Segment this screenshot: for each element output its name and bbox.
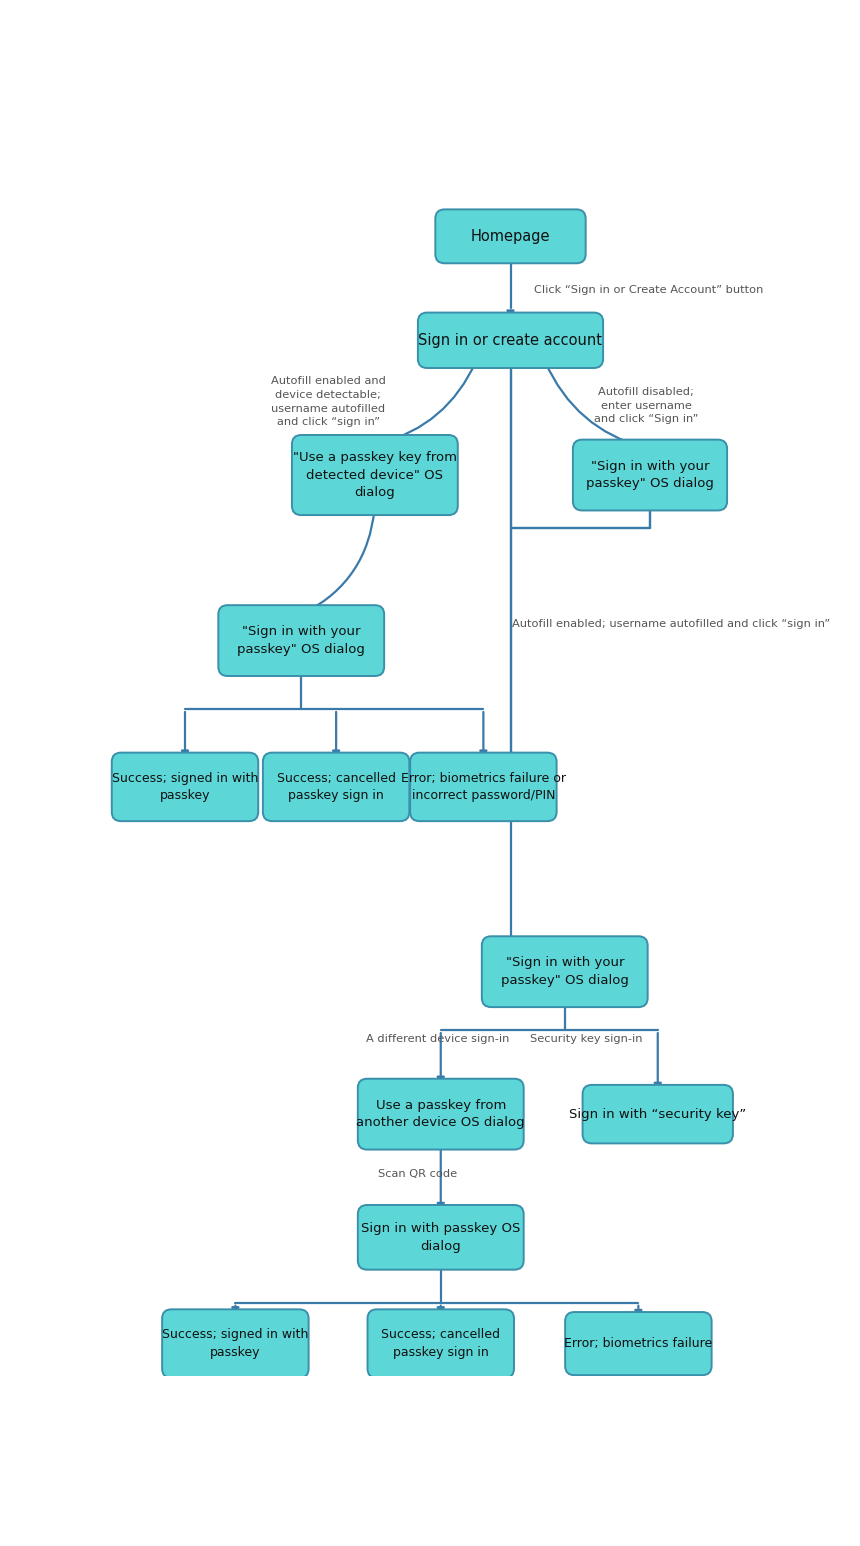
Text: "Sign in with your
passkey" OS dialog: "Sign in with your passkey" OS dialog xyxy=(237,625,366,656)
Text: Scan QR code: Scan QR code xyxy=(378,1169,457,1180)
FancyArrowPatch shape xyxy=(545,362,645,448)
Text: Success; signed in with
passkey: Success; signed in with passkey xyxy=(163,1328,309,1359)
Text: Autofill enabled; username autofilled and click “sign in”: Autofill enabled; username autofilled an… xyxy=(512,618,830,629)
FancyArrowPatch shape xyxy=(182,711,188,756)
FancyArrowPatch shape xyxy=(438,1033,444,1082)
Text: A different device sign-in: A different device sign-in xyxy=(366,1034,509,1044)
Text: Click “Sign in or Create Account” button: Click “Sign in or Create Account” button xyxy=(534,286,763,295)
FancyBboxPatch shape xyxy=(292,434,458,515)
FancyBboxPatch shape xyxy=(358,1079,524,1150)
Text: Use a passkey from
another device OS dialog: Use a passkey from another device OS dia… xyxy=(356,1099,525,1130)
FancyArrowPatch shape xyxy=(333,711,339,756)
FancyArrowPatch shape xyxy=(481,711,487,756)
FancyBboxPatch shape xyxy=(112,753,258,821)
FancyBboxPatch shape xyxy=(263,753,409,821)
FancyBboxPatch shape xyxy=(163,1309,309,1377)
FancyArrowPatch shape xyxy=(232,1305,238,1313)
FancyArrowPatch shape xyxy=(636,1305,642,1316)
FancyArrowPatch shape xyxy=(380,362,476,444)
Text: Homepage: Homepage xyxy=(470,229,550,244)
Text: Error; biometrics failure or
incorrect password/PIN: Error; biometrics failure or incorrect p… xyxy=(401,771,566,802)
FancyArrowPatch shape xyxy=(438,1142,444,1209)
FancyBboxPatch shape xyxy=(410,753,556,821)
FancyArrowPatch shape xyxy=(306,509,375,612)
FancyBboxPatch shape xyxy=(367,1309,514,1377)
Text: Success; cancelled
passkey sign in: Success; cancelled passkey sign in xyxy=(381,1328,501,1359)
Text: "Sign in with your
passkey" OS dialog: "Sign in with your passkey" OS dialog xyxy=(501,957,629,986)
Text: Autofill enabled and
device detectable;
username autofilled
and click “sign in”: Autofill enabled and device detectable; … xyxy=(271,377,386,427)
FancyBboxPatch shape xyxy=(573,439,727,510)
FancyBboxPatch shape xyxy=(418,312,603,368)
Text: Sign in with passkey OS
dialog: Sign in with passkey OS dialog xyxy=(361,1221,520,1252)
FancyArrowPatch shape xyxy=(507,311,513,317)
FancyArrowPatch shape xyxy=(513,938,560,948)
Text: Error; biometrics failure: Error; biometrics failure xyxy=(564,1337,712,1350)
Text: Success; cancelled
passkey sign in: Success; cancelled passkey sign in xyxy=(277,771,396,802)
Text: Sign in with “security key”: Sign in with “security key” xyxy=(569,1107,746,1121)
Text: Autofill disabled;
enter username
and click “Sign in”: Autofill disabled; enter username and cl… xyxy=(594,386,698,424)
FancyBboxPatch shape xyxy=(565,1313,711,1376)
Text: Success; signed in with
passkey: Success; signed in with passkey xyxy=(112,771,258,802)
Text: "Use a passkey key from
detected device" OS
dialog: "Use a passkey key from detected device"… xyxy=(293,451,457,499)
FancyBboxPatch shape xyxy=(358,1204,524,1269)
Text: Sign in or create account: Sign in or create account xyxy=(419,332,603,348)
FancyBboxPatch shape xyxy=(218,604,384,676)
Text: "Sign in with your
passkey" OS dialog: "Sign in with your passkey" OS dialog xyxy=(586,459,714,490)
Text: Security key sign-in: Security key sign-in xyxy=(530,1034,642,1044)
FancyBboxPatch shape xyxy=(582,1085,733,1144)
FancyBboxPatch shape xyxy=(435,209,586,263)
FancyArrowPatch shape xyxy=(438,1305,444,1313)
FancyArrowPatch shape xyxy=(654,1033,660,1088)
FancyBboxPatch shape xyxy=(482,937,648,1006)
